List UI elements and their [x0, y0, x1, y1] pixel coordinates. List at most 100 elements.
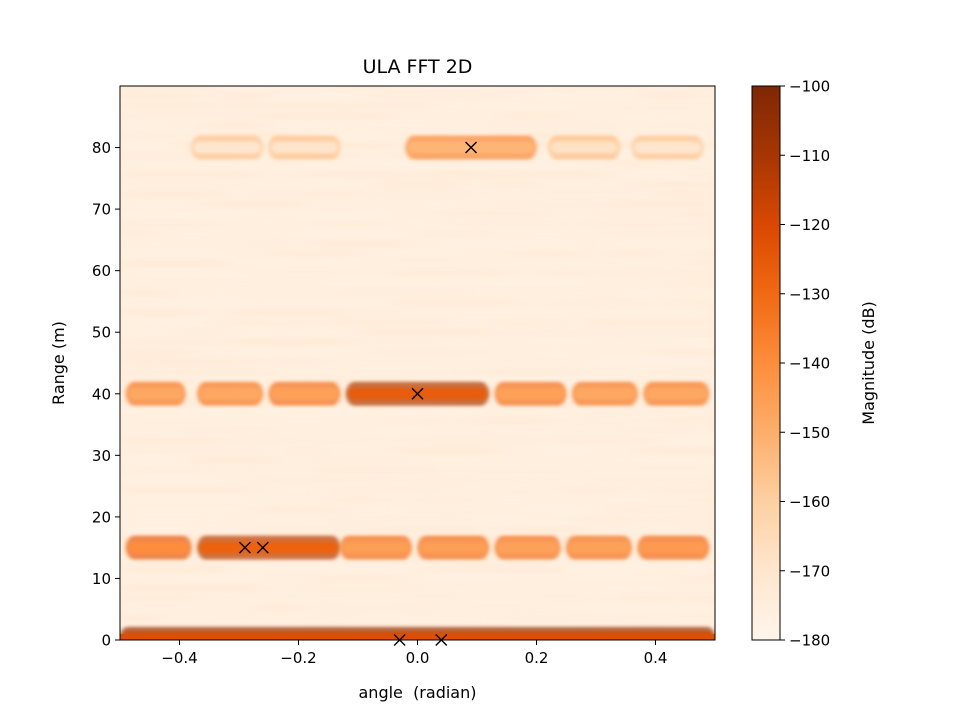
heatmap-texture-streak	[120, 250, 230, 256]
heatmap-texture-streak	[604, 231, 715, 237]
heatmap-texture-streak	[120, 605, 239, 611]
heatmap-texture-streak	[120, 349, 190, 355]
heatmap-texture-streak	[436, 310, 578, 316]
colorbar-gradient	[751, 85, 781, 641]
range-band-segment	[127, 387, 184, 400]
heatmap-texture-streak	[120, 497, 253, 503]
heatmap-texture-streak	[623, 103, 715, 109]
colorbar-tick-label: −170	[789, 562, 830, 580]
heatmap-texture-streak	[120, 270, 255, 276]
heatmap-texture-streak	[658, 191, 706, 197]
heatmap-texture-streak	[287, 211, 396, 217]
colorbar-tick-label: −180	[789, 632, 830, 650]
heatmap-texture-streak	[581, 497, 671, 503]
heatmap-texture-streak	[375, 93, 500, 99]
heatmap-texture-streak	[231, 339, 352, 345]
range-band-segment	[270, 387, 339, 400]
heatmap-texture-streak	[261, 113, 389, 119]
y-tick-label: 20	[92, 508, 111, 526]
heatmap-texture-streak	[494, 546, 628, 552]
heatmap-texture-streak	[120, 290, 171, 296]
heatmap-texture-streak	[249, 526, 345, 532]
y-axis: 0 10 20 30 40 50 60 70 80	[92, 139, 120, 650]
range-band-segment	[633, 141, 702, 154]
heatmap-texture-streak	[422, 497, 462, 503]
heatmap-texture-streak	[555, 300, 642, 306]
heatmap-texture-streak	[120, 438, 217, 444]
heatmap-texture-streak	[700, 497, 715, 503]
heatmap-texture-streak	[330, 516, 470, 522]
heatmap-texture-streak	[580, 310, 701, 316]
heatmap-texture-streak	[590, 467, 715, 473]
heatmap-texture-streak	[326, 142, 400, 148]
x-tick-label: −0.2	[280, 649, 316, 667]
heatmap-texture-streak	[251, 191, 291, 197]
x-axis-label: angle (radian)	[359, 683, 477, 702]
heatmap-bands	[120, 135, 715, 640]
heatmap-texture-streak	[533, 93, 633, 99]
heatmap-texture-streak	[475, 369, 583, 375]
heatmap-texture-streak	[120, 615, 162, 621]
heatmap-texture-streak	[120, 487, 258, 493]
heatmap-texture-streak	[120, 507, 245, 513]
heatmap-texture-streak	[417, 378, 455, 384]
heatmap-texture-streak	[365, 191, 481, 197]
heatmap-texture-streak	[682, 290, 715, 296]
heatmap-texture-streak	[313, 132, 389, 138]
heatmap-texture-streak	[120, 113, 261, 119]
heatmap-texture-streak	[263, 270, 354, 276]
heatmap-texture-streak	[120, 280, 157, 286]
heatmap-texture-streak	[120, 86, 212, 89]
heatmap-texture-streak	[182, 329, 229, 335]
heatmap-texture-streak	[612, 260, 664, 266]
heatmap-texture-streak	[120, 241, 223, 247]
range-band-segment	[645, 387, 708, 400]
heatmap-texture-streak	[499, 615, 641, 621]
heatmap-texture-streak	[120, 122, 168, 128]
heatmap-texture-streak	[439, 221, 579, 227]
heatmap-texture-streak	[376, 181, 459, 187]
heatmap-texture-streak	[288, 378, 417, 384]
heatmap-texture-streak	[442, 280, 583, 286]
heatmap-texture-streak	[120, 132, 172, 138]
heatmap-texture-streak	[255, 605, 300, 611]
heatmap-texture-streak	[338, 359, 460, 365]
heatmap-texture-streak	[437, 211, 547, 217]
range-band-segment	[496, 541, 559, 554]
heatmap-texture-streak	[120, 575, 157, 581]
heatmap-texture-streak	[559, 418, 649, 424]
heatmap-texture-streak	[352, 162, 444, 168]
x-tick-label: 0.2	[525, 649, 549, 667]
heatmap-texture-streak	[604, 329, 715, 335]
heatmap-texture-streak	[598, 113, 702, 119]
heatmap-texture-streak	[289, 438, 393, 444]
heatmap-texture-streak	[406, 477, 479, 483]
heatmap-texture-streak	[478, 408, 592, 414]
heatmap-texture-streak	[317, 241, 404, 247]
heatmap-texture-streak	[542, 270, 589, 276]
heatmap-texture-streak	[593, 339, 647, 345]
range-band-segment	[496, 387, 565, 400]
y-tick-label: 30	[92, 447, 111, 465]
heatmap-texture-streak	[407, 201, 471, 207]
heatmap-texture-streak	[267, 290, 316, 296]
heatmap-texture-streak	[522, 457, 592, 463]
heatmap-texture-streak	[120, 221, 214, 227]
heatmap-texture-streak	[586, 221, 674, 227]
heatmap-texture-streak	[310, 457, 412, 463]
heatmap-texture-streak	[683, 575, 715, 581]
heatmap-texture-streak	[614, 595, 676, 601]
heatmap-texture-streak	[669, 339, 715, 345]
heatmap-texture-streak	[654, 516, 715, 522]
heatmap-texture-streak	[232, 310, 344, 316]
heatmap-texture-streak	[120, 369, 166, 375]
heatmap-texture-streak	[683, 526, 715, 532]
heatmap-texture-streak	[369, 349, 481, 355]
peak-marker	[256, 541, 269, 554]
heatmap-texture-streak	[610, 428, 696, 434]
heatmap-texture-streak	[522, 172, 608, 178]
range-band-segment	[199, 387, 261, 400]
range-band-segment	[568, 541, 630, 554]
colorbar-tick-label: −120	[789, 216, 830, 234]
